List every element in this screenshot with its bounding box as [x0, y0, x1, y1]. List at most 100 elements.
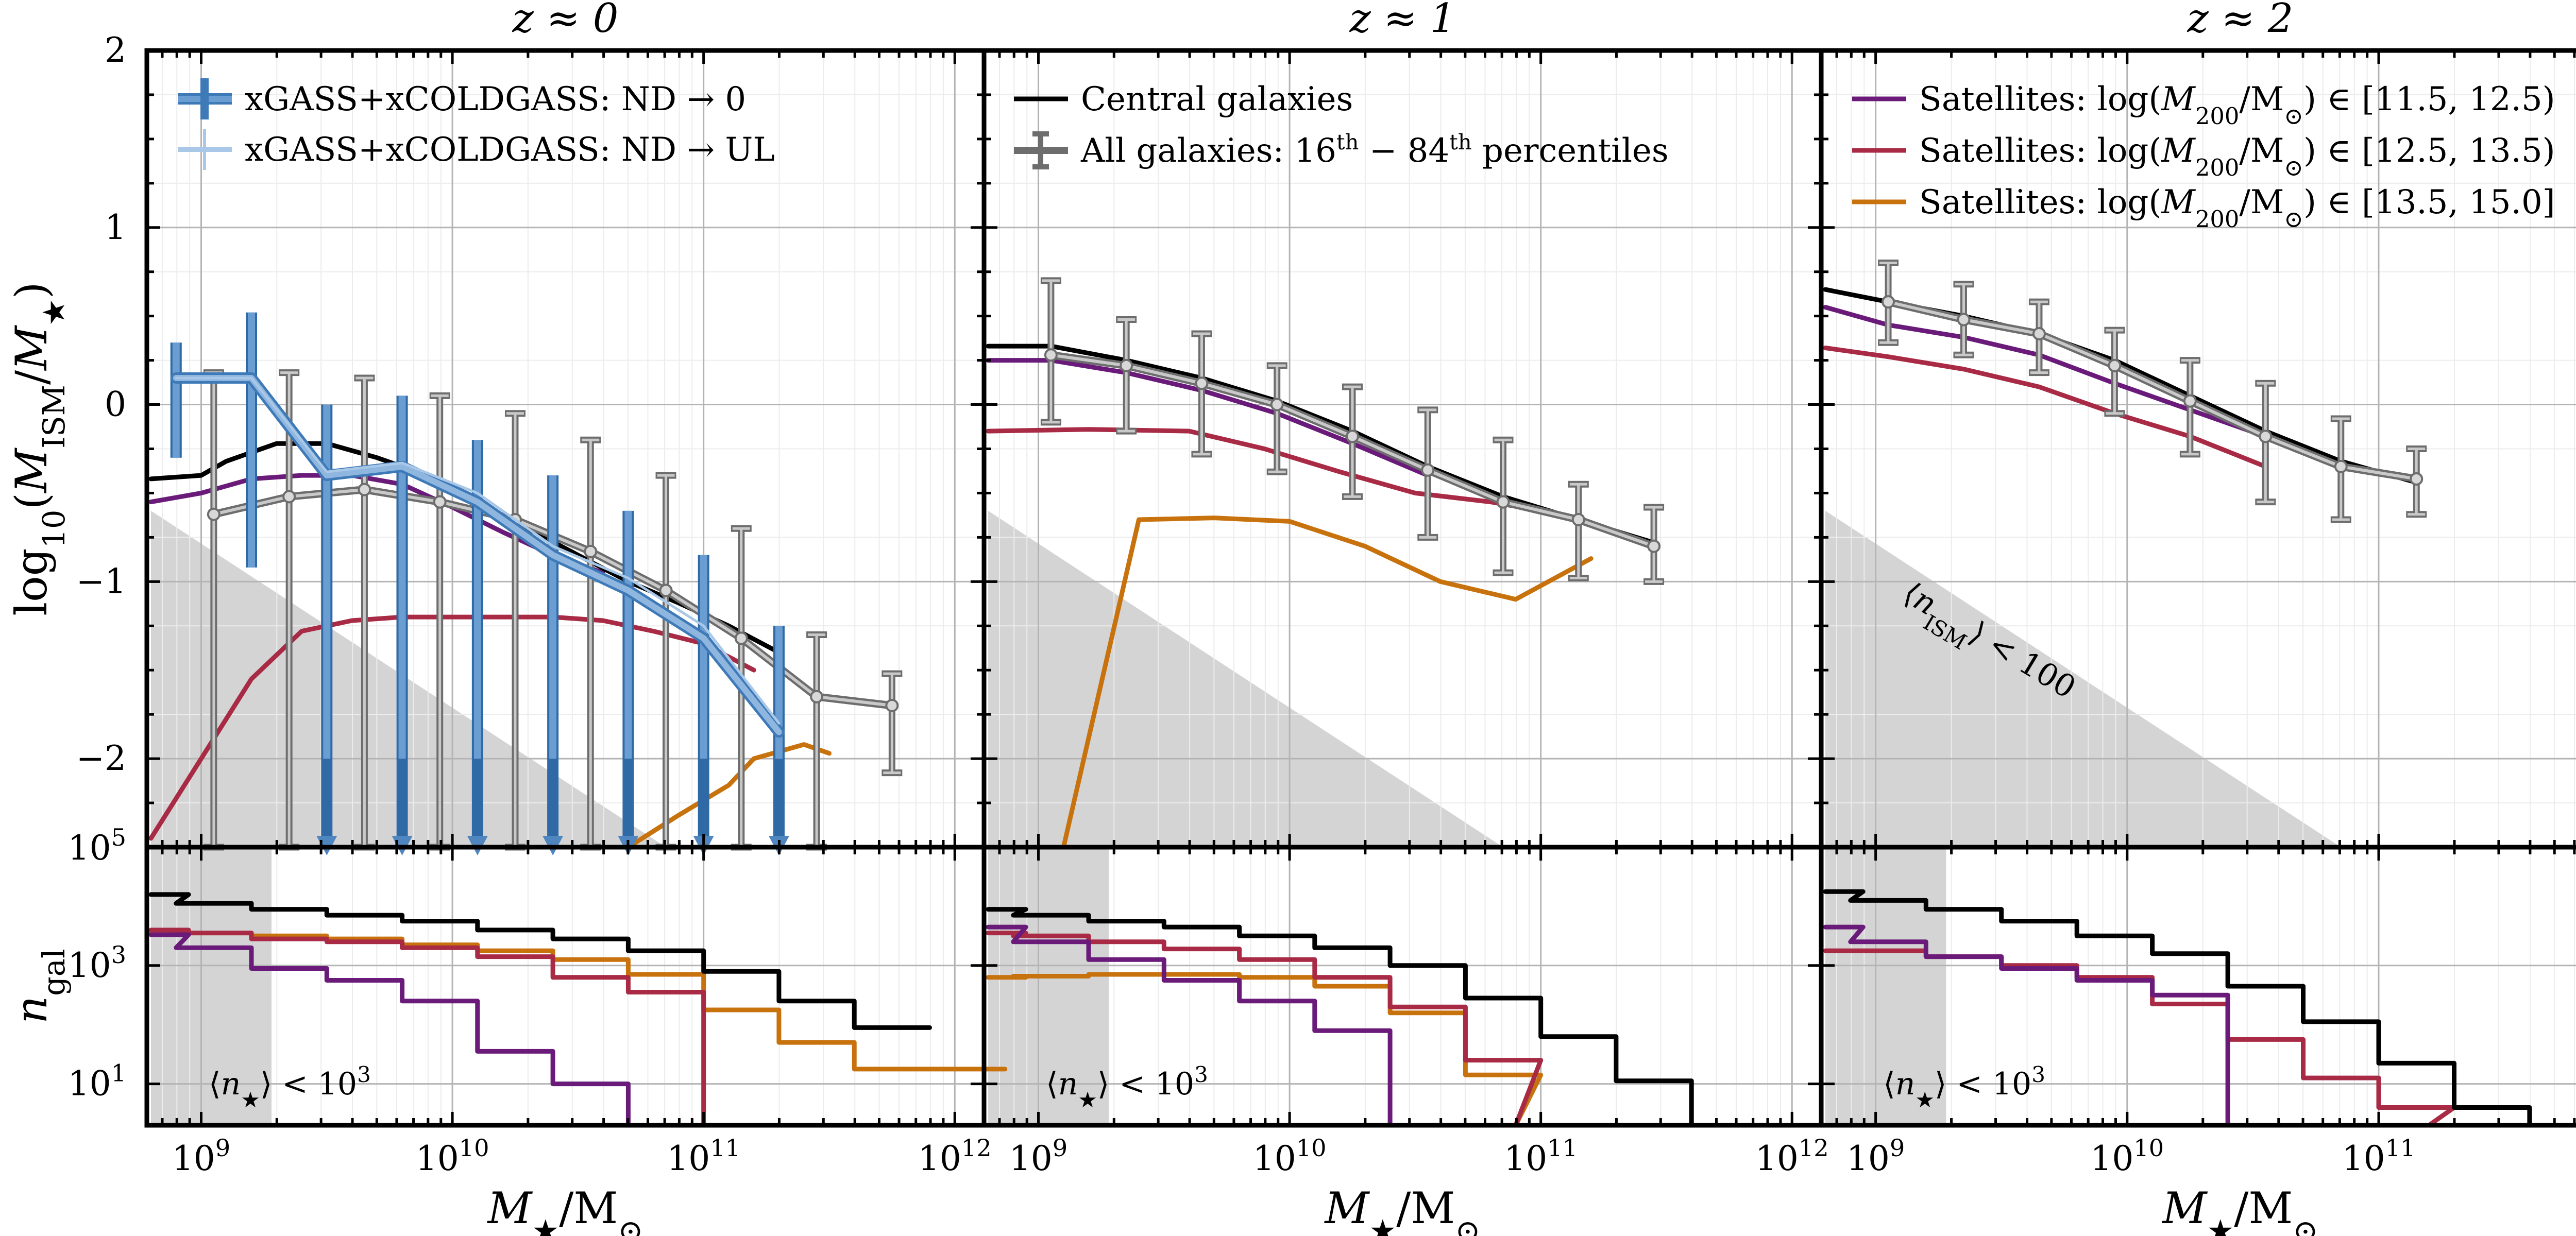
median-point: [282, 490, 296, 504]
series-line-satellites-log-m200-m-13-5-15-0-panel-2: [986, 516, 1594, 850]
median-point: [1647, 539, 1661, 553]
legend-entry-sat-mid: Satellites: log(M200/M⊙) ∈ [12.5, 13.5): [1852, 132, 2555, 181]
x-axis-label-1: M★/M⊙: [486, 1183, 643, 1236]
percentile-errorbar: [1193, 332, 1211, 456]
median-point: [584, 544, 598, 558]
annotation-stellar-density-1: ⟨n★⟩ < 103: [209, 1062, 371, 1112]
histogram-satellites-log-m200-m-12-5-13-5-panel-2: [986, 931, 1594, 1128]
upper-limit-shaft: [473, 759, 482, 838]
median-point: [2108, 358, 2122, 372]
legend-label: Satellites: log(M200/M⊙) ∈ [13.5, 15.0]: [1919, 183, 2555, 233]
panel-title-3: z ≈ 2: [2187, 0, 2294, 42]
x-tick-label: 1011: [667, 1134, 740, 1178]
legend-label: Satellites: log(M200/M⊙) ∈ [12.5, 13.5): [1919, 132, 2555, 181]
legend-entry-xgass-ul: xGASS+xCOLDGASS: ND → UL: [178, 129, 775, 170]
x-tick-label: 1010: [416, 1134, 489, 1178]
median-point: [2183, 394, 2197, 408]
legend-entry-sat-high: Satellites: log(M200/M⊙) ∈ [13.5, 15.0]: [1852, 183, 2555, 233]
histogram-central-galaxies-panel-3: [1823, 889, 2576, 1128]
y-tick-label-top: −1: [76, 561, 126, 601]
median-point: [734, 631, 748, 645]
percentile-errorbar: [1268, 364, 1286, 473]
legend-label: Central galaxies: [1081, 80, 1353, 118]
series-line-satellites-log-m200-m-12-5-13-5-panel-1: [148, 614, 756, 841]
median-point: [2259, 430, 2273, 443]
upper-limit-shaft: [549, 759, 557, 838]
median-point: [1345, 430, 1359, 443]
y-tick-label-top: 2: [105, 30, 126, 70]
legend-entry-all-galaxies: All galaxies: 16th − 84th percentiles: [1014, 129, 1669, 170]
grid-layer: [147, 50, 2576, 1125]
x-tick-label: 1010: [2090, 1134, 2164, 1178]
upper-limit-shaft: [624, 759, 633, 838]
data-layer: [148, 260, 2576, 1128]
shade-region-top-3: [1825, 510, 2341, 847]
median-point: [659, 583, 673, 597]
median-point: [1571, 513, 1585, 527]
legend-label: Satellites: log(M200/M⊙) ∈ [11.5, 12.5): [1919, 80, 2555, 130]
legend-entry-xgass-nd0: xGASS+xCOLDGASS: ND → 0: [178, 78, 746, 119]
x-axis-label-2: M★/M⊙: [1324, 1183, 1480, 1236]
median-point: [1421, 463, 1435, 477]
y-tick-label-top: 0: [105, 385, 126, 424]
legend-entry-sat-low: Satellites: log(M200/M⊙) ∈ [11.5, 12.5): [1852, 80, 2555, 130]
histogram-satellites-log-m200-m-12-5-13-5-panel-1: [148, 928, 807, 1128]
median-point: [810, 690, 824, 703]
median-point: [1195, 376, 1209, 390]
frame-layer: [144, 48, 2576, 1128]
x-tick-label: 1011: [1504, 1134, 1578, 1178]
legend-label: xGASS+xCOLDGASS: ND → UL: [245, 131, 775, 169]
shade-region-top-1: [151, 510, 666, 847]
y-axis-label-top: log10(MISM/M★): [6, 282, 72, 615]
shade-layer: [151, 510, 2341, 1125]
median-point: [1882, 295, 1895, 309]
percentile-errorbar: [883, 672, 901, 775]
upper-limit-shaft: [398, 759, 406, 838]
median-point: [433, 495, 447, 509]
x-tick-label: 1012: [1755, 1134, 1829, 1178]
x-tick-label: 109: [1009, 1134, 1067, 1178]
percentile-errorbar: [1569, 483, 1587, 579]
y-tick-label-bottom: 101: [68, 1059, 126, 1104]
x-tick-label: 1012: [918, 1134, 992, 1178]
median-line: [1887, 300, 2418, 480]
all-galaxies-series-panel-3: [1878, 260, 2427, 523]
panel-title-1: z ≈ 0: [512, 0, 619, 42]
legend-label: All galaxies: 16th − 84th percentiles: [1080, 129, 1669, 170]
series-line-satellites-log-m200-m-12-5-13-5-panel-2: [986, 427, 1544, 513]
observation-line-ul: [175, 376, 781, 725]
median-point: [1496, 495, 1510, 509]
histogram-satellites-log-m200-m-11-5-12-5-panel-1: [148, 932, 706, 1128]
y-tick-label-bottom: 103: [68, 941, 126, 985]
panel-title-2: z ≈ 1: [1349, 0, 1456, 42]
legend-errorbar-all-galaxies: [1032, 131, 1049, 169]
y-axis-label-bottom: ngal: [6, 949, 72, 1024]
y-tick-label-top: 1: [105, 208, 126, 247]
median-point: [1270, 398, 1284, 411]
x-tick-label: 109: [1846, 1134, 1905, 1178]
median-point: [2334, 459, 2348, 473]
histogram-central-galaxies-panel-1: [148, 892, 932, 1030]
y-tick-label-bottom: 105: [68, 823, 126, 868]
annotation-stellar-density-3: ⟨n★⟩ < 103: [1883, 1062, 2045, 1112]
upper-limit-shaft: [323, 759, 331, 838]
median-point: [358, 483, 371, 496]
x-tick-label: 109: [172, 1134, 230, 1178]
xgass-observations: [170, 312, 789, 855]
median-point: [1957, 313, 1971, 327]
annotation-stellar-density-2: ⟨n★⟩ < 103: [1046, 1062, 1208, 1112]
y-tick-label-top: −2: [76, 739, 126, 778]
all-galaxies-series-panel-2: [1040, 277, 1665, 585]
shade-region-top-2: [988, 510, 1503, 847]
median-point: [1120, 358, 1133, 372]
histogram-central-galaxies-panel-2: [986, 907, 1769, 1128]
x-tick-label: 1011: [2342, 1134, 2416, 1178]
shade-region-bottom-2: [988, 847, 1109, 1125]
median-point: [1044, 348, 1058, 362]
x-tick-label: 1010: [1253, 1134, 1327, 1178]
upper-limit-shaft: [699, 759, 708, 838]
percentile-errorbar: [1117, 318, 1136, 433]
legend-entry-central: Central galaxies: [1014, 80, 1353, 118]
